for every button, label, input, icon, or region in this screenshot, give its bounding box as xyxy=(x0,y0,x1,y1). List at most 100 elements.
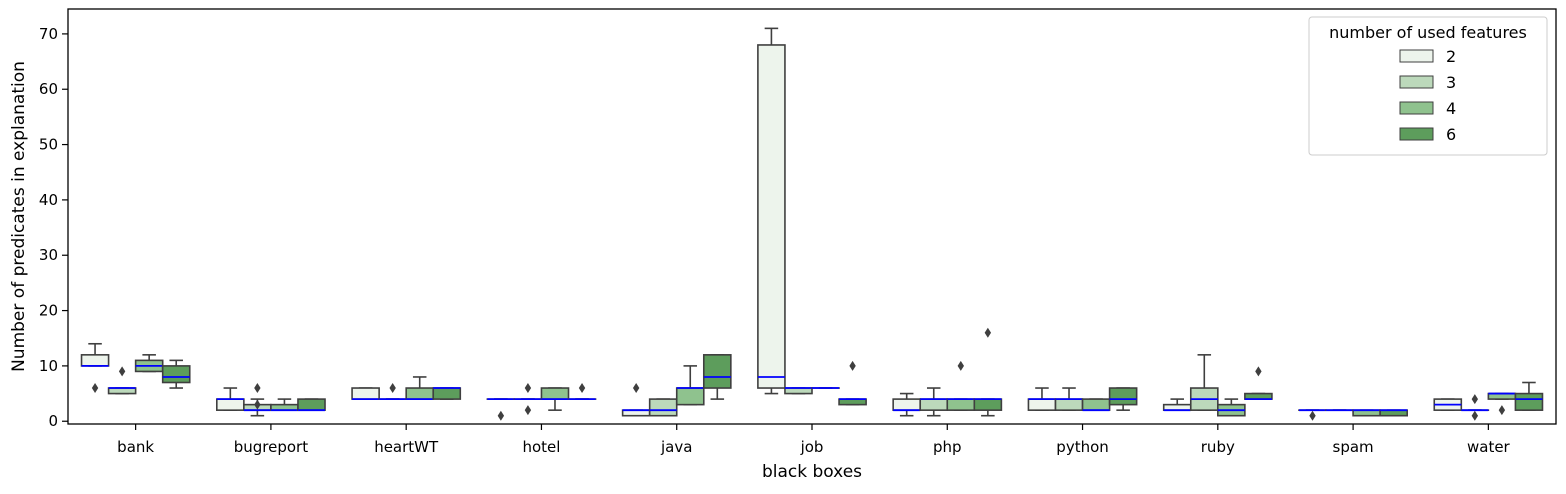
legend-label: 2 xyxy=(1446,47,1456,66)
box-spam-2 xyxy=(1299,410,1326,421)
box-php-3 xyxy=(920,388,947,416)
x-tick-label: bugreport xyxy=(234,438,308,456)
legend-title: number of used features xyxy=(1329,23,1527,42)
outlier-point xyxy=(389,383,395,393)
box-job-3 xyxy=(785,388,812,394)
box-java-6 xyxy=(704,355,731,399)
y-axis-label: Number of predicates in explanation xyxy=(9,61,29,372)
box-python-6 xyxy=(1110,388,1137,410)
box-java-4 xyxy=(677,366,704,405)
box-body xyxy=(758,45,785,388)
y-tick-label: 0 xyxy=(48,412,58,430)
box-hotel-3 xyxy=(514,383,541,415)
outlier-point xyxy=(525,383,531,393)
box-body xyxy=(920,399,947,410)
outlier-point xyxy=(525,405,531,415)
box-python-3 xyxy=(1055,388,1082,410)
legend-swatch xyxy=(1400,102,1433,114)
outlier-point xyxy=(498,411,504,421)
x-tick-label: php xyxy=(933,438,962,456)
y-tick-label: 40 xyxy=(39,191,58,209)
outlier-point xyxy=(92,383,98,393)
box-bugreport-4 xyxy=(271,399,298,410)
box-heartWT-4 xyxy=(406,377,433,399)
box-java-3 xyxy=(650,399,677,416)
legend-swatch xyxy=(1400,128,1433,140)
box-heartWT-2 xyxy=(352,388,379,399)
box-job-6 xyxy=(839,361,866,405)
legend-label: 6 xyxy=(1446,125,1456,144)
outlier-point xyxy=(254,383,260,393)
box-hotel-6 xyxy=(569,383,596,399)
box-water-4 xyxy=(1488,394,1515,416)
box-body xyxy=(1028,399,1055,410)
legend-label: 3 xyxy=(1446,73,1456,92)
box-hotel-4 xyxy=(541,388,568,410)
box-body xyxy=(974,399,1001,410)
box-body xyxy=(433,388,460,399)
box-body xyxy=(1083,399,1110,410)
y-tick-label: 30 xyxy=(39,246,58,264)
box-water-6 xyxy=(1515,383,1542,411)
box-body xyxy=(650,399,677,416)
box-bugreport-2 xyxy=(217,388,244,410)
legend-swatch xyxy=(1400,76,1433,88)
box-hotel-2 xyxy=(487,399,514,421)
box-ruby-2 xyxy=(1164,399,1191,410)
outlier-point xyxy=(849,361,855,371)
legend-label: 4 xyxy=(1446,99,1456,118)
box-php-4 xyxy=(947,361,974,410)
box-python-4 xyxy=(1083,399,1110,410)
box-python-2 xyxy=(1028,388,1055,410)
outlier-point xyxy=(1309,411,1315,421)
box-body xyxy=(947,399,974,410)
y-tick-label: 10 xyxy=(39,357,58,375)
outlier-point xyxy=(958,361,964,371)
box-body xyxy=(541,388,568,399)
box-body xyxy=(406,388,433,399)
outlier-point xyxy=(579,383,585,393)
box-java-2 xyxy=(623,383,650,416)
outlier-point xyxy=(1255,366,1261,376)
box-ruby-3 xyxy=(1191,355,1218,410)
outlier-point xyxy=(119,366,125,376)
box-heartWT-6 xyxy=(433,388,460,399)
outlier-point xyxy=(633,383,639,393)
box-water-3 xyxy=(1461,394,1488,421)
x-tick-label: java xyxy=(660,438,692,456)
box-spam-6 xyxy=(1380,410,1407,416)
outlier-point xyxy=(985,328,991,338)
x-tick-label: ruby xyxy=(1201,438,1235,456)
x-axis-label: black boxes xyxy=(762,462,862,482)
box-ruby-4 xyxy=(1218,399,1245,416)
legend-swatch xyxy=(1400,50,1433,62)
outlier-point xyxy=(1472,411,1478,421)
box-php-6 xyxy=(974,328,1001,416)
box-body xyxy=(82,355,109,366)
y-tick-label: 50 xyxy=(39,136,58,154)
box-body xyxy=(704,355,731,388)
box-body xyxy=(677,388,704,405)
box-bugreport-6 xyxy=(298,399,325,410)
outlier-point xyxy=(1499,405,1505,415)
box-body xyxy=(1515,394,1542,411)
box-bank-2 xyxy=(82,344,109,393)
box-bank-4 xyxy=(136,355,163,372)
box-spam-4 xyxy=(1353,410,1380,416)
x-tick-label: hotel xyxy=(522,438,560,456)
y-tick-label: 70 xyxy=(39,25,58,43)
box-bank-3 xyxy=(109,366,136,393)
box-job-2 xyxy=(758,28,785,393)
box-water-2 xyxy=(1434,399,1461,410)
box-heartWT-3 xyxy=(379,383,406,399)
box-body xyxy=(163,366,190,383)
x-tick-label: spam xyxy=(1333,438,1374,456)
box-bugreport-3 xyxy=(244,383,271,416)
box-bank-6 xyxy=(163,360,190,388)
x-tick-label: job xyxy=(800,438,824,456)
outlier-point xyxy=(1472,394,1478,404)
